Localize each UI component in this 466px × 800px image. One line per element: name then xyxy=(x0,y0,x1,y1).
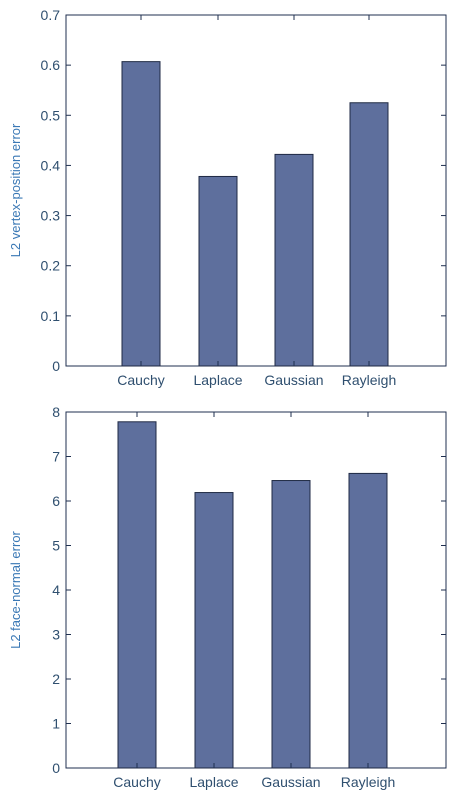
y-tick-label: 2 xyxy=(52,671,60,687)
y-tick-label: 6 xyxy=(52,493,60,509)
bar-rayleigh xyxy=(348,472,388,769)
y-tick-label: 0.3 xyxy=(41,208,61,224)
bar-cauchy xyxy=(121,61,161,367)
bar-gaussian xyxy=(274,153,314,367)
bar-rayleigh xyxy=(349,102,389,367)
plot-frame xyxy=(65,14,447,367)
y-tick-label: 0.7 xyxy=(41,7,61,23)
bar-cauchy xyxy=(117,421,157,769)
y-tick-label: 0.5 xyxy=(41,107,61,123)
y-tick-label: 0.1 xyxy=(41,308,61,324)
y-tick-label: 3 xyxy=(52,627,60,643)
x-tick-label: Cauchy xyxy=(117,372,164,388)
y-tick-label: 0.4 xyxy=(41,157,61,173)
bar-laplace xyxy=(198,175,238,367)
y-tick-label: 4 xyxy=(52,582,60,598)
x-tick-label: Cauchy xyxy=(113,774,160,790)
y-tick-label: 0 xyxy=(52,760,60,776)
bar-gaussian xyxy=(271,480,311,769)
bar-laplace xyxy=(194,492,234,769)
y-tick-label: 8 xyxy=(52,404,60,420)
y-tick-label: 0.6 xyxy=(41,57,61,73)
x-tick-label: Laplace xyxy=(193,372,242,388)
x-tick-label: Rayleigh xyxy=(342,372,396,388)
x-tick-label: Gaussian xyxy=(261,774,320,790)
x-tick-label: Gaussian xyxy=(264,372,323,388)
y-tick-label: 1 xyxy=(52,716,60,732)
vertex-position-error-chart: 0 0.1 0.2 0.3 0.4 0.5 0.6 0.7 Cauchy Laplace Gauss… xyxy=(8,7,447,388)
y-tick-label: 0 xyxy=(52,358,60,374)
x-tick-label: Laplace xyxy=(189,774,238,790)
y-tick-label: 0.2 xyxy=(41,258,61,274)
y-tick-label: 7 xyxy=(52,449,60,465)
face-normal-error-chart: 0 1 2 3 4 5 6 7 8 Cauchy Laplace Gaussian Rayleigh L2… xyxy=(8,404,447,790)
y-axis-label: L2 face-normal error xyxy=(8,530,23,648)
x-tick-label: Rayleigh xyxy=(341,774,395,790)
y-tick-label: 5 xyxy=(52,538,60,554)
y-axis-label: L2 vertex-position error xyxy=(8,123,23,257)
